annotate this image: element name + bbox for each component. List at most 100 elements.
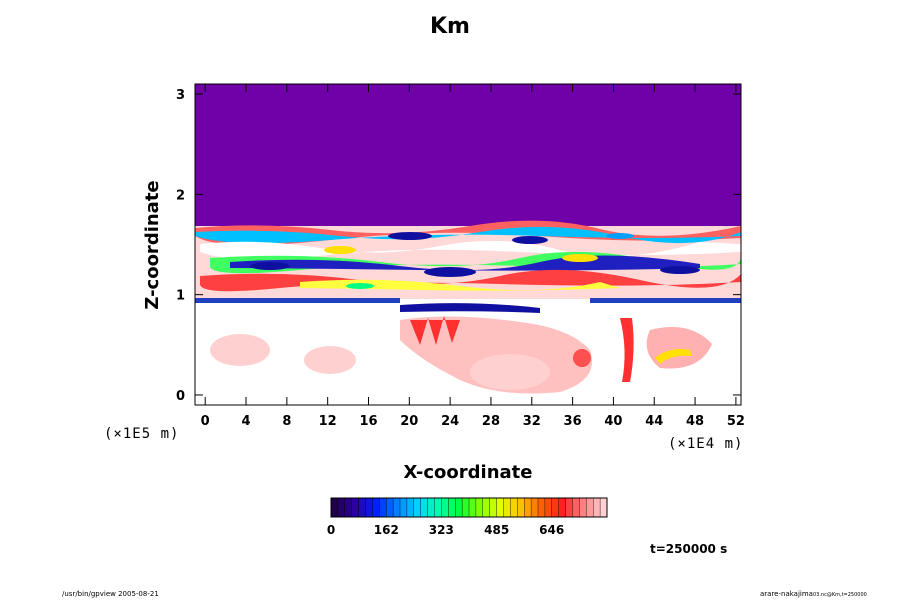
turb-blob	[250, 262, 290, 270]
plot-frame	[194, 83, 742, 406]
colorbar-cell	[586, 497, 594, 518]
colorbar-cell	[448, 497, 456, 518]
x-tick-label: 24	[441, 414, 459, 429]
chart-title: Km	[430, 14, 470, 39]
colorbar-cell	[455, 497, 463, 518]
colorbar-cell	[337, 497, 346, 518]
heatmap-field	[195, 84, 741, 405]
turb-blob	[388, 232, 432, 240]
colorbar-cell	[427, 497, 436, 518]
turb-stripe	[200, 269, 741, 292]
turb-blob	[424, 267, 476, 277]
colorbar-cell	[572, 497, 580, 518]
turb-stripe	[195, 226, 741, 244]
time-annotation: t=250000 s	[650, 542, 727, 556]
turb-blob	[660, 266, 700, 274]
x-tick-label: 16	[359, 414, 377, 429]
x-unit-label: (×1E4 m)	[668, 436, 743, 452]
region-upper-saturated	[195, 84, 741, 226]
colorbar-tick-label: 162	[374, 523, 399, 537]
colorbar-cell	[551, 497, 560, 518]
colorbar-cell	[599, 497, 608, 518]
x-tick-label: 40	[604, 414, 622, 429]
colorbar-cell	[420, 497, 429, 518]
turb-blob	[562, 254, 598, 262]
colorbar-cell	[351, 497, 360, 518]
colorbar-frame	[330, 497, 608, 518]
colorbar-cell	[517, 497, 525, 518]
colorbar-cell	[482, 497, 491, 518]
turb-blob	[512, 236, 548, 244]
colorbar-cell	[386, 497, 394, 518]
colorbar-cell	[565, 497, 573, 518]
lower-feature	[620, 318, 634, 382]
layer-stripe	[590, 298, 741, 303]
colorbar-cell	[468, 497, 477, 518]
colorbar-cell	[496, 497, 505, 518]
y-tick-label: 2	[176, 188, 185, 203]
colorbar-cell	[524, 497, 532, 518]
layer-stripe	[195, 298, 400, 303]
x-tick-label: 12	[319, 414, 337, 429]
colorbar-cell	[503, 497, 511, 518]
colorbar-tick-label: 323	[429, 523, 454, 537]
colorbar-cell	[392, 497, 401, 518]
layer-stripe	[400, 303, 540, 313]
x-tick-label: 0	[201, 414, 210, 429]
y-tick-label: 3	[176, 88, 185, 103]
lower-feature	[655, 349, 692, 364]
lower-feature	[573, 349, 591, 367]
colorbar-tick-label: 646	[539, 523, 564, 537]
lower-feature	[470, 354, 550, 390]
colorbar-cell	[530, 497, 539, 518]
colorbar-cell	[379, 497, 387, 518]
colorbar-cell	[558, 497, 567, 518]
x-tick-label: 4	[242, 414, 251, 429]
colorbar-cell	[544, 497, 553, 518]
colorbar-cell	[330, 497, 339, 518]
colorbar-cell	[461, 497, 470, 518]
colorbar-cell	[344, 497, 353, 518]
footer-left: /usr/bin/gpview 2005-08-21	[62, 590, 159, 598]
x-tick-label: 20	[400, 414, 418, 429]
x-axis-title: X-coordinate	[404, 462, 533, 483]
colorbar-cell	[593, 497, 601, 518]
y-unit-label: (×1E5 m)	[104, 426, 179, 442]
colorbar: 0 162 323 485 646	[327, 497, 608, 537]
x-tick-label: 48	[686, 414, 704, 429]
colorbar-tick-label: 485	[484, 523, 509, 537]
y-axis-title: Z-coordinate	[142, 180, 163, 309]
colorbar-cell	[358, 497, 367, 518]
colorbar-cell	[441, 497, 449, 518]
y-tick-label: 0	[176, 389, 185, 404]
x-tick-label: 36	[564, 414, 582, 429]
colorbar-cell	[537, 497, 546, 518]
colorbar-cell	[489, 497, 498, 518]
colorbar-cell	[510, 497, 518, 518]
x-tick-label: 28	[482, 414, 500, 429]
x-tick-label: 44	[645, 414, 663, 429]
x-tick-label: 52	[727, 414, 745, 429]
turb-stripe	[300, 279, 620, 291]
lower-feature	[210, 334, 270, 366]
colorbar-cell	[399, 497, 408, 518]
turb-blob	[346, 283, 374, 289]
colorbar-cell	[475, 497, 484, 518]
colorbar-cell	[579, 497, 587, 518]
x-tick-label: 8	[282, 414, 291, 429]
lower-feature	[304, 346, 356, 374]
lower-feature	[410, 316, 460, 345]
colorbar-cell	[372, 497, 380, 518]
colorbar-cell	[413, 497, 422, 518]
x-tick-label: 32	[523, 414, 541, 429]
footer-right: arare-nakajima03.nc@Km,t=250000	[760, 590, 867, 598]
colorbar-cell	[434, 497, 442, 518]
colorbar-tick-label: 0	[327, 523, 335, 537]
y-tick-label: 1	[176, 289, 185, 304]
turb-blob	[606, 233, 634, 239]
colorbar-cell	[406, 497, 415, 518]
colorbar-cell	[365, 497, 373, 518]
turb-blob	[324, 246, 356, 254]
